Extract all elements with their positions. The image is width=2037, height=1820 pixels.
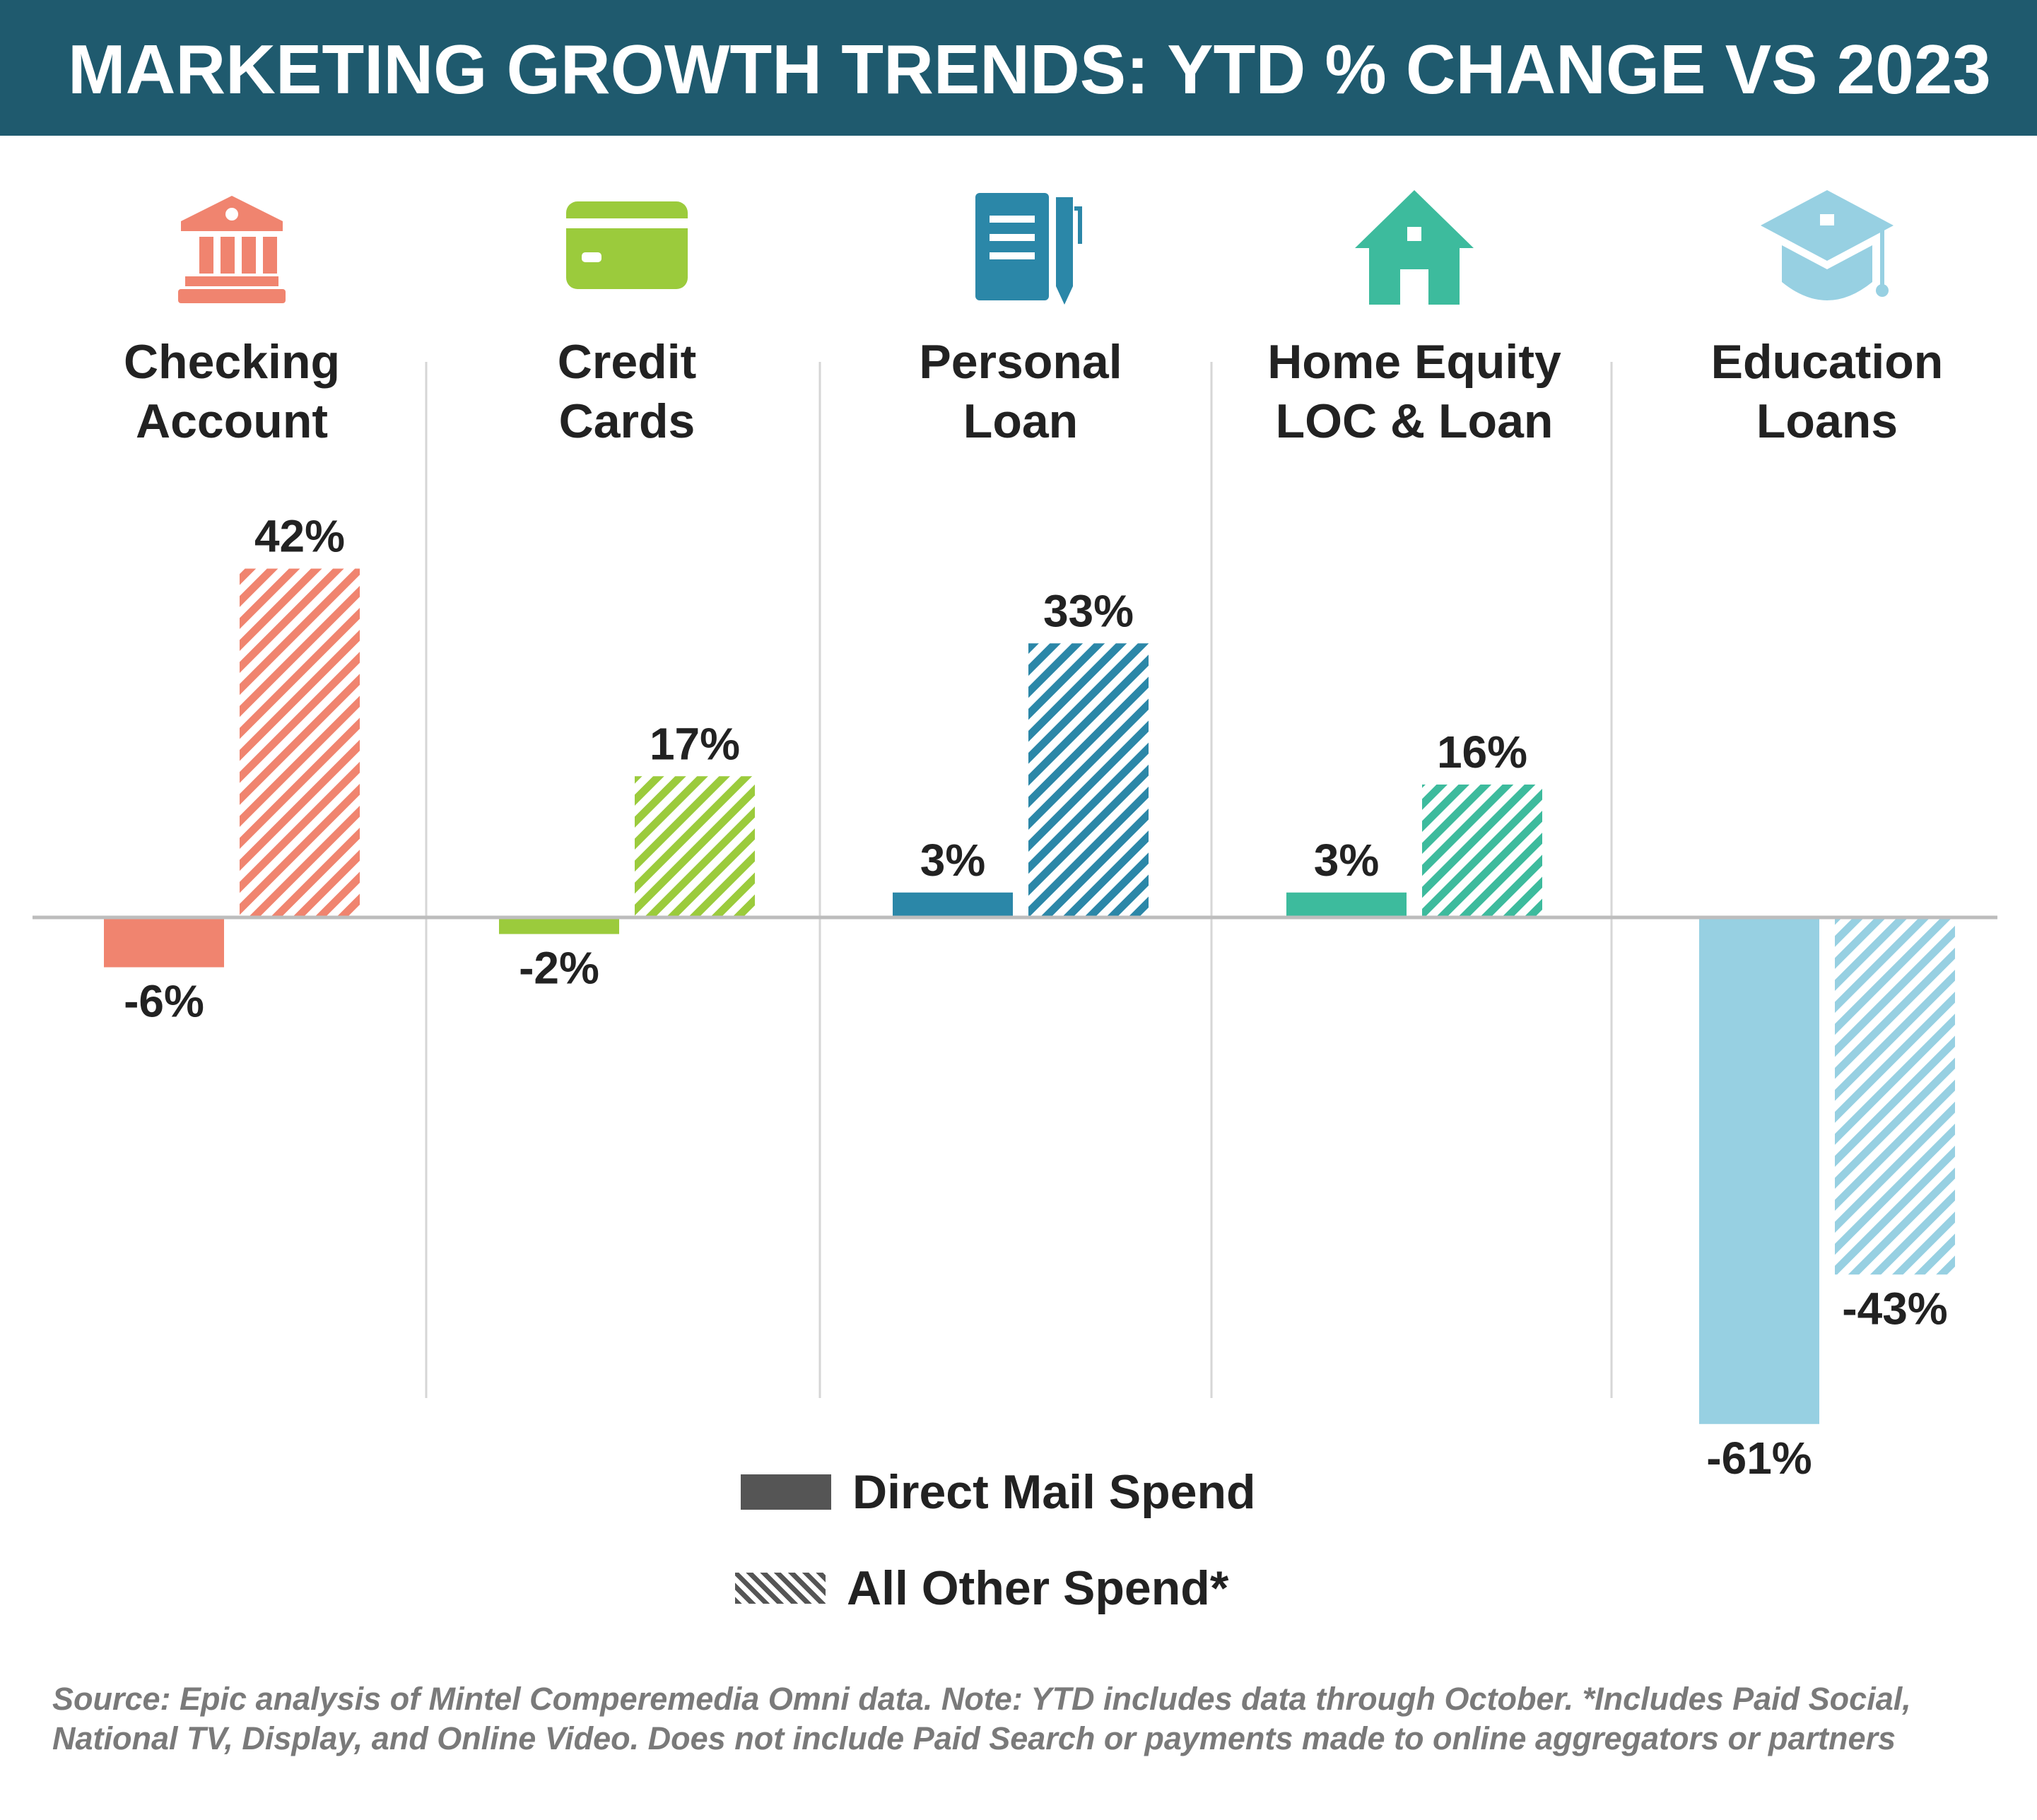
title-banner: MARKETING GROWTH TRENDS: YTD % CHANGE VS… [0, 0, 2037, 136]
bar-value-label: 33% [1043, 585, 1134, 636]
all-other-spend-bar [1028, 643, 1149, 917]
legend-swatch-hatched [735, 1573, 826, 1604]
bar-value-label: -43% [1842, 1283, 1947, 1334]
bar-value-label: 16% [1437, 727, 1527, 777]
page-title: MARKETING GROWTH TRENDS: YTD % CHANGE VS… [68, 30, 1991, 108]
source-footnote: Source: Epic analysis of Mintel Comperem… [52, 1679, 1989, 1759]
category-label: Checking [124, 335, 340, 389]
category-label: Loans [1756, 394, 1898, 448]
bar-value-label: -61% [1706, 1433, 1812, 1484]
category-label: Credit [558, 335, 696, 389]
legend-all-other-label: All Other Spend* [847, 1561, 1229, 1615]
bar-value-label: -2% [519, 943, 599, 994]
all-other-spend-bar [1422, 785, 1542, 917]
category-label: Education [1711, 335, 1944, 389]
all-other-spend-bar [240, 568, 360, 917]
all-other-spend-bar [635, 776, 755, 917]
graduation-cap-icon [1761, 190, 1894, 300]
footnote-line-2: National TV, Display, and Online Video. … [52, 1720, 1896, 1756]
legend-all-other: All Other Spend* [735, 1561, 1228, 1616]
house-icon [1355, 190, 1474, 305]
bar-value-label: 17% [650, 718, 740, 769]
bar-value-label: 3% [1314, 835, 1380, 886]
all-other-spend-bar [1835, 917, 1955, 1275]
direct-mail-spend-bar [499, 917, 619, 934]
category-label: Account [136, 394, 328, 448]
category-label: Home Equity [1267, 335, 1561, 389]
category-label: Cards [559, 394, 695, 448]
direct-mail-spend-bar [1699, 917, 1819, 1424]
document-pen-icon [975, 193, 1082, 305]
category-label: LOC & Loan [1276, 394, 1554, 448]
credit-card-icon [566, 201, 688, 289]
legend-direct-mail-label: Direct Mail Spend [852, 1465, 1256, 1519]
category-label: Personal [919, 335, 1122, 389]
footnote-line-1: Source: Epic analysis of Mintel Comperem… [52, 1681, 1911, 1717]
direct-mail-spend-bar [893, 892, 1013, 917]
bank-icon [178, 196, 286, 303]
legend-direct-mail: Direct Mail Spend [741, 1464, 1256, 1520]
category-label: Loan [963, 394, 1078, 448]
direct-mail-spend-bar [104, 917, 224, 968]
bar-value-label: 42% [254, 511, 345, 562]
bar-value-label: -6% [124, 976, 204, 1027]
legend-swatch-solid [741, 1474, 831, 1510]
direct-mail-spend-bar [1286, 892, 1407, 917]
bar-value-label: 3% [920, 835, 986, 886]
